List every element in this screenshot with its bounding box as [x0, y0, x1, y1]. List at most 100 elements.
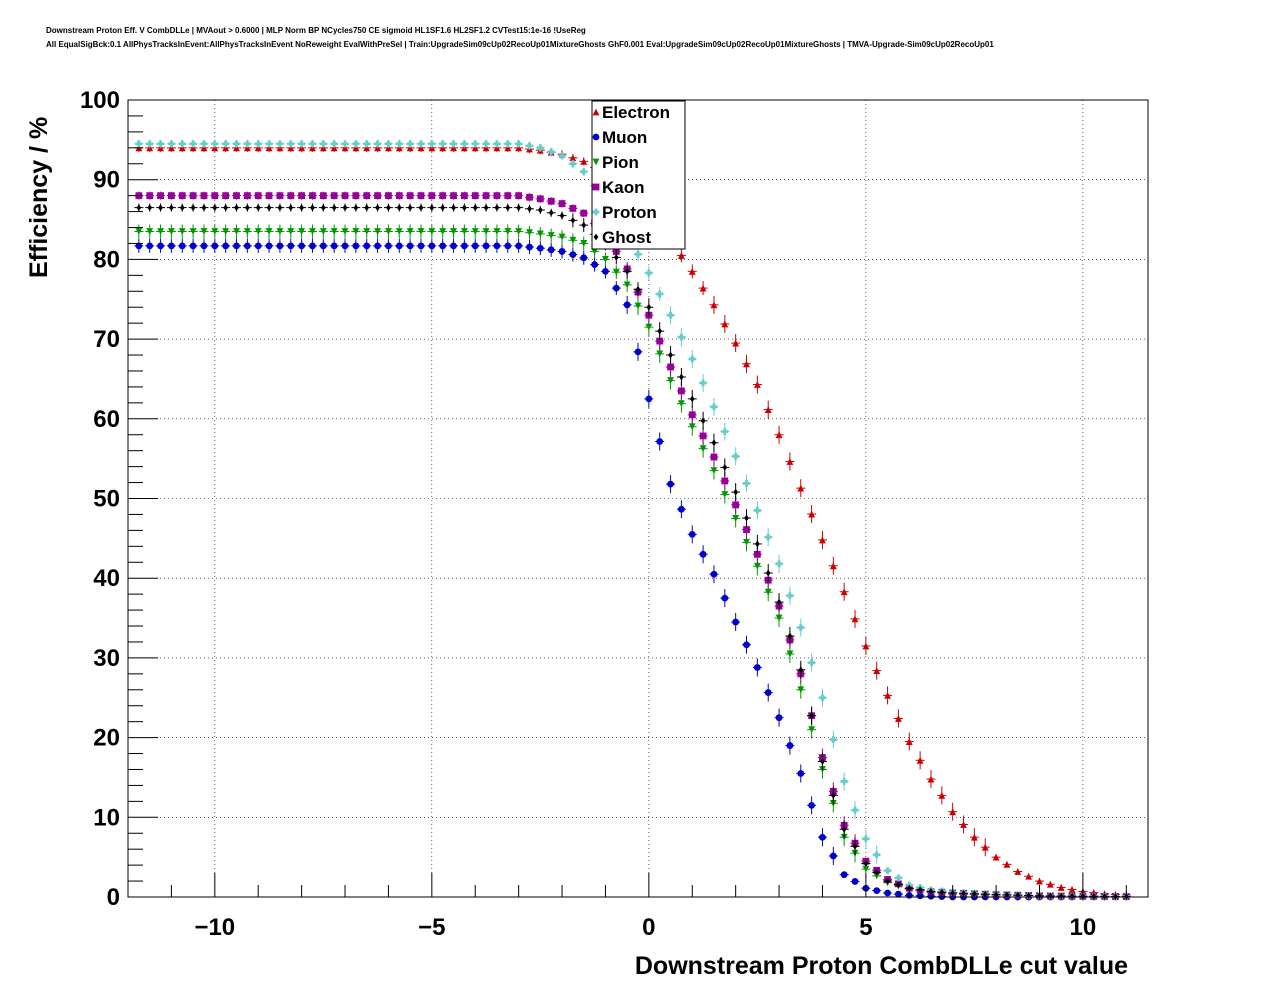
data-point: [287, 242, 295, 250]
data-point: [505, 204, 511, 211]
data-point: [721, 428, 729, 435]
data-point: [732, 339, 740, 347]
data-point: [364, 204, 370, 211]
y-tick-label: 90: [93, 167, 120, 194]
data-point: [917, 886, 923, 894]
data-point: [928, 888, 934, 895]
data-point: [852, 842, 858, 850]
series-ghost: [134, 203, 1131, 901]
data-point: [472, 204, 478, 211]
data-point: [580, 168, 588, 176]
data-point: [189, 192, 197, 200]
data-point: [439, 242, 447, 250]
data-point: [374, 228, 381, 235]
y-tick-label: 40: [93, 565, 120, 592]
data-point: [732, 618, 740, 626]
data-point: [775, 431, 783, 439]
data-point: [558, 200, 566, 208]
data-point: [820, 758, 825, 765]
data-point: [450, 140, 457, 148]
data-point: [798, 666, 804, 674]
data-point: [200, 242, 208, 250]
y-tick-label: 60: [93, 406, 120, 433]
data-point: [233, 140, 240, 148]
data-point: [613, 254, 619, 261]
data-point: [265, 242, 273, 250]
data-point: [840, 871, 848, 879]
data-point: [559, 212, 565, 219]
data-point: [178, 192, 186, 200]
data-point: [905, 738, 913, 745]
data-point: [699, 432, 707, 440]
data-point: [840, 588, 848, 596]
data-point: [536, 230, 544, 238]
x-axis-label: Downstream Proton CombDLLe cut value: [635, 952, 1128, 980]
legend-marker-kaon: [592, 183, 600, 191]
chart-title-line-2: All EqualSigBck:0.1 AllPhysTracksInEvent…: [46, 40, 994, 49]
data-point: [645, 395, 653, 403]
data-point: [743, 641, 750, 649]
data-point: [363, 242, 371, 250]
data-point: [211, 192, 219, 200]
data-point: [580, 209, 588, 217]
data-point: [200, 228, 208, 235]
data-point: [276, 228, 284, 235]
data-point: [168, 228, 175, 235]
data-point: [298, 242, 306, 250]
data-point: [699, 445, 707, 453]
data-point: [135, 242, 143, 250]
data-point: [189, 140, 197, 148]
data-point: [1014, 868, 1022, 875]
data-point: [331, 204, 337, 211]
data-point: [407, 204, 413, 211]
data-point: [319, 228, 327, 235]
y-tick-label: 100: [80, 87, 120, 114]
data-point: [1069, 892, 1075, 900]
data-point: [624, 267, 630, 275]
data-point: [494, 204, 500, 211]
data-point: [428, 228, 436, 235]
data-point: [753, 550, 761, 558]
x-tick-label: 5: [859, 914, 872, 941]
data-point: [515, 140, 523, 148]
data-point: [710, 403, 718, 411]
data-point: [418, 204, 424, 211]
data-point: [395, 228, 403, 235]
y-axis-label: Efficiency / %: [25, 117, 53, 278]
data-point: [840, 778, 848, 785]
data-point: [775, 714, 783, 722]
data-point: [298, 192, 306, 200]
data-point: [819, 833, 826, 841]
data-point: [168, 140, 175, 148]
chart-title-line-1: Downstream Proton Eff. V CombDLLe | MVAo…: [46, 26, 586, 35]
data-point: [341, 192, 349, 200]
data-point: [722, 464, 728, 471]
data-point: [916, 756, 924, 764]
data-point: [352, 242, 360, 250]
data-point: [862, 835, 870, 843]
data-point: [265, 140, 273, 148]
data-point: [211, 228, 219, 235]
data-point: [363, 228, 371, 235]
data-point: [569, 251, 577, 259]
data-point: [939, 888, 945, 896]
data-point: [233, 242, 240, 250]
data-point: [471, 242, 479, 250]
data-point: [234, 204, 239, 211]
data-point: [493, 242, 501, 250]
data-point: [764, 533, 772, 541]
data-point: [733, 488, 739, 496]
data-point: [222, 242, 230, 250]
data-point: [471, 192, 479, 200]
data-point: [515, 228, 523, 235]
data-point: [287, 192, 295, 200]
y-tick-label: 20: [93, 725, 120, 752]
data-point: [504, 228, 512, 235]
data-point: [536, 244, 544, 252]
data-point: [982, 890, 988, 898]
data-point: [688, 423, 696, 431]
data-point: [386, 204, 391, 211]
data-point: [786, 458, 794, 465]
data-point: [569, 236, 577, 244]
data-point: [668, 351, 673, 359]
